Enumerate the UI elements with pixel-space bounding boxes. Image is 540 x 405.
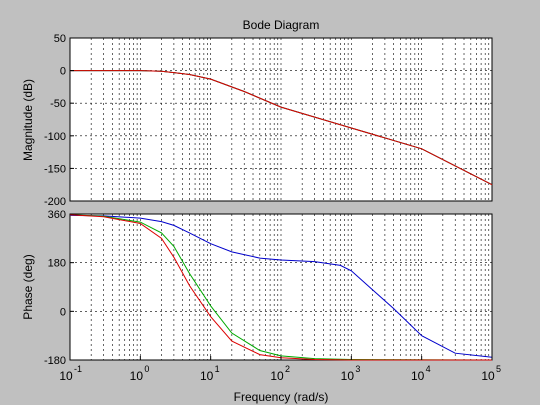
magnitude-curve-3 — [70, 70, 493, 186]
chart-title: Bode Diagram — [243, 18, 320, 32]
phase-y-ticks: 360 180 0 -180 — [44, 209, 74, 367]
magnitude-y-tick-label: -50 — [50, 98, 66, 110]
magnitude-axis-label: Magnitude (dB) — [21, 79, 35, 161]
x-tick-exponent: 2 — [285, 364, 290, 374]
magnitude-y-tick-label: -150 — [44, 163, 66, 175]
x-tick-label: 10 — [341, 369, 355, 383]
x-tick-label: 10 — [411, 369, 425, 383]
frequency-x-ticks: 10 -1 10 0 10 1 10 2 10 3 10 4 10 5 — [59, 356, 501, 383]
phase-y-tick-label: 180 — [48, 258, 66, 270]
magnitude-panel: 50 0 -50 -100 -150 -200 Magnitude (dB) — [21, 33, 493, 208]
x-tick-exponent: 1 — [215, 364, 220, 374]
x-tick-label: 10 — [270, 369, 284, 383]
magnitude-y-tick-label: 0 — [60, 66, 66, 78]
phase-axis-label: Phase (deg) — [21, 254, 35, 319]
x-tick-label: 10 — [130, 369, 144, 383]
magnitude-y-tick-label: 50 — [54, 33, 66, 45]
phase-panel: 360 180 0 -180 Phase (deg) — [21, 209, 493, 367]
phase-curve-2 — [69, 214, 493, 361]
phase-curve-3 — [69, 214, 492, 361]
magnitude-y-tick-label: -100 — [44, 131, 66, 143]
x-tick-exponent: 3 — [355, 364, 360, 374]
x-tick-exponent: 5 — [496, 364, 501, 374]
x-tick-exponent: 4 — [426, 364, 431, 374]
phase-curve-1 — [69, 214, 493, 358]
x-tick-exponent: -1 — [74, 364, 82, 374]
x-tick-label: 10 — [200, 369, 214, 383]
phase-y-tick-label: -180 — [44, 355, 66, 367]
x-axis-label: Frequency (rad/s) — [234, 390, 329, 404]
magnitude-y-ticks: 50 0 -50 -100 -150 -200 — [44, 33, 74, 208]
magnitude-curves — [70, 70, 493, 186]
phase-curves — [69, 214, 493, 361]
magnitude-y-tick-label: -200 — [44, 196, 66, 208]
magnitude-grid — [70, 38, 492, 201]
x-tick-exponent: 0 — [144, 364, 149, 374]
x-tick-label: 10 — [59, 369, 73, 383]
x-tick-label: 10 — [481, 369, 495, 383]
phase-y-tick-label: 0 — [60, 306, 66, 318]
phase-y-tick-label: 360 — [48, 209, 66, 221]
